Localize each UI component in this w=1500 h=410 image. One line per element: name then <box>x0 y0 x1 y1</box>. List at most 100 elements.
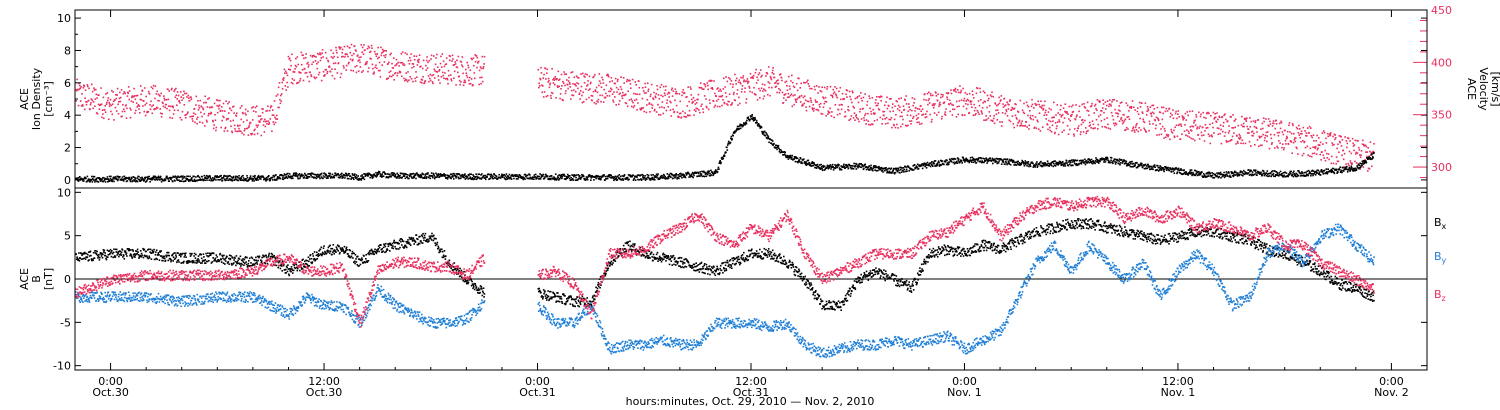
density-point <box>981 161 984 163</box>
density-point <box>506 175 509 177</box>
velocity-point <box>1174 112 1177 115</box>
density-point <box>900 166 902 169</box>
density-point <box>961 162 963 164</box>
velocity-point <box>1345 163 1347 165</box>
velocity-point <box>995 109 997 112</box>
velocity-point <box>1253 125 1256 128</box>
velocity-point <box>190 98 193 101</box>
density-point <box>776 148 778 151</box>
density-point <box>218 179 221 181</box>
density-point <box>727 140 730 143</box>
density-point <box>924 165 926 168</box>
velocity-point <box>1109 128 1112 130</box>
density-point <box>1014 164 1017 166</box>
density-point <box>790 158 793 160</box>
density-point <box>905 166 907 168</box>
velocity-point <box>939 101 941 104</box>
density-point <box>176 179 178 181</box>
density-point <box>305 177 307 179</box>
velocity-point <box>879 96 881 99</box>
velocity-point <box>1239 137 1242 139</box>
velocity-point <box>192 112 195 114</box>
density-point <box>736 125 739 128</box>
velocity-point <box>91 90 94 93</box>
velocity-point <box>163 99 166 101</box>
density-point <box>506 176 508 179</box>
velocity-point <box>150 100 152 103</box>
velocity-point <box>85 103 88 106</box>
velocity-point <box>1258 135 1260 138</box>
density-point <box>299 176 302 178</box>
velocity-point <box>114 99 116 101</box>
density-point <box>120 178 123 180</box>
velocity-point <box>174 88 176 91</box>
velocity-point <box>829 85 832 88</box>
velocity-point <box>382 50 385 52</box>
velocity-point <box>100 103 103 106</box>
velocity-point <box>929 113 931 116</box>
velocity-point <box>162 105 165 108</box>
velocity-point <box>1278 131 1281 134</box>
density-point <box>683 174 685 176</box>
velocity-point <box>901 123 904 125</box>
density-point <box>621 178 623 181</box>
density-point <box>112 176 115 179</box>
density-point <box>846 164 849 167</box>
velocity-point <box>386 78 388 80</box>
velocity-point <box>934 103 936 105</box>
velocity-point <box>936 114 938 116</box>
velocity-point <box>245 127 248 130</box>
density-point <box>574 179 577 181</box>
velocity-point <box>1220 128 1222 131</box>
density-point <box>206 179 208 181</box>
velocity-point <box>418 58 420 61</box>
velocity-point <box>154 85 157 87</box>
velocity-point <box>294 68 296 70</box>
density-point <box>463 176 465 179</box>
velocity-point <box>1226 120 1229 122</box>
density-point <box>252 178 255 180</box>
velocity-point <box>580 85 583 88</box>
density-point <box>1025 161 1028 164</box>
density-point <box>195 176 197 178</box>
velocity-point <box>1137 113 1140 115</box>
velocity-point <box>1058 119 1060 121</box>
velocity-point <box>1202 111 1204 114</box>
velocity-point <box>663 107 665 109</box>
density-point <box>733 131 735 133</box>
velocity-point <box>365 61 367 64</box>
velocity-point <box>974 107 977 109</box>
density-point <box>712 173 715 176</box>
velocity-point <box>687 86 689 88</box>
velocity-point <box>274 116 276 119</box>
density-point <box>840 168 843 171</box>
velocity-point <box>1241 139 1244 142</box>
velocity-point <box>1106 117 1108 119</box>
density-point <box>406 176 408 178</box>
velocity-point <box>301 69 304 71</box>
density-point <box>872 169 874 172</box>
velocity-point <box>1237 124 1240 127</box>
density-point <box>489 175 492 178</box>
velocity-point <box>668 92 671 94</box>
velocity-point <box>1223 135 1226 137</box>
density-point <box>931 161 933 163</box>
density-point <box>523 177 525 179</box>
velocity-point <box>183 104 186 106</box>
velocity-point <box>1278 140 1280 142</box>
density-point <box>198 179 200 181</box>
density-point <box>532 176 535 178</box>
density-point <box>156 179 159 181</box>
velocity-point <box>1234 118 1237 120</box>
density-point <box>529 174 531 176</box>
velocity-point <box>1053 132 1056 135</box>
velocity-point <box>586 83 589 86</box>
velocity-point <box>992 95 995 98</box>
velocity-point <box>1001 112 1004 114</box>
velocity-point <box>1190 130 1193 132</box>
velocity-point <box>478 83 480 86</box>
density-point <box>669 175 671 178</box>
velocity-point <box>97 103 100 106</box>
density-point <box>535 178 537 180</box>
velocity-point <box>1246 132 1249 134</box>
